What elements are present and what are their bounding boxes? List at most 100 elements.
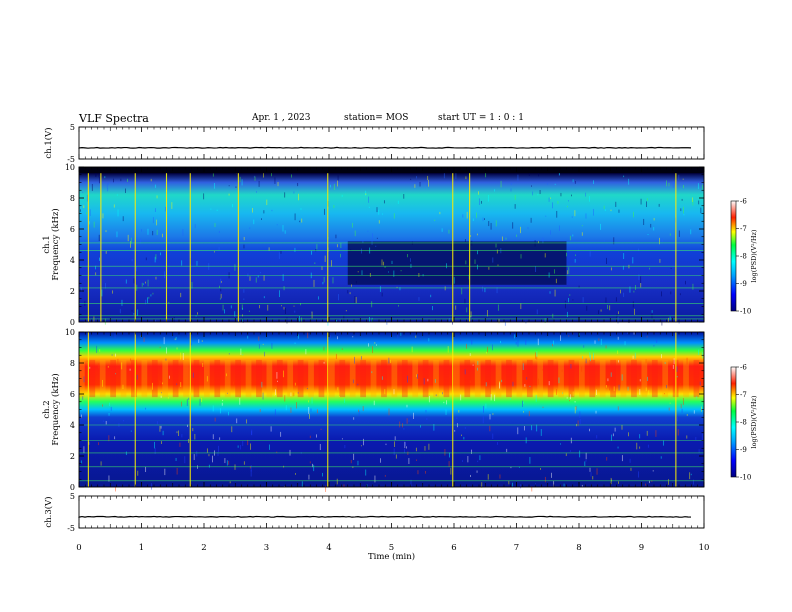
noise-streak: [179, 442, 181, 447]
noise-streak: [171, 202, 173, 209]
noise-streak: [676, 376, 678, 378]
noise-streak: [258, 344, 260, 349]
noise-streak: [544, 318, 546, 324]
noise-streak: [391, 260, 393, 265]
noise-streak: [544, 476, 546, 483]
emission-burst: [360, 359, 366, 398]
noise-streak: [398, 304, 399, 307]
noise-streak: [274, 177, 276, 184]
noise-streak: [114, 436, 116, 440]
noise-streak: [617, 336, 619, 340]
noise-streak: [384, 266, 386, 268]
noise-streak: [680, 403, 682, 409]
noise-streak: [577, 420, 579, 427]
noise-streak: [249, 466, 251, 469]
noise-streak: [404, 449, 406, 453]
noise-streak: [574, 406, 576, 414]
noise-streak: [212, 434, 214, 440]
noise-streak: [218, 230, 220, 233]
noise-streak: [98, 234, 100, 242]
noise-streak: [194, 224, 196, 229]
emission-burst: [287, 359, 294, 398]
noise-streak: [284, 192, 286, 198]
noise-streak: [322, 472, 323, 477]
noise-streak: [661, 319, 663, 326]
noise-streak: [441, 228, 443, 232]
noise-streak: [589, 467, 591, 472]
noise-streak: [617, 316, 619, 324]
noise-streak: [312, 463, 313, 468]
noise-streak: [405, 442, 406, 446]
noise-streak: [547, 183, 548, 185]
noise-streak: [555, 278, 557, 284]
noise-streak: [350, 459, 352, 464]
emission-burst: [214, 359, 221, 398]
noise-streak: [506, 448, 508, 453]
noise-streak: [362, 406, 364, 411]
noise-streak: [595, 389, 597, 396]
noise-streak: [639, 379, 641, 382]
noise-streak: [369, 272, 371, 277]
noise-streak: [263, 296, 265, 299]
noise-streak: [243, 236, 245, 241]
noise-streak: [523, 401, 524, 404]
noise-streak: [618, 481, 619, 484]
noise-streak: [290, 392, 292, 397]
y-axis-label-secondary: Frequency (kHz): [50, 208, 61, 280]
noise-streak: [393, 389, 395, 395]
noise-streak: [295, 473, 296, 475]
noise-streak: [251, 429, 253, 436]
noise-streak: [154, 208, 156, 212]
noise-streak: [237, 445, 239, 448]
colorbar-tick-label: -7: [740, 391, 747, 399]
noise-streak: [365, 193, 367, 195]
noise-streak: [556, 210, 558, 218]
noise-streak: [311, 397, 313, 404]
noise-streak: [102, 420, 104, 422]
noise-streak: [235, 186, 237, 188]
noise-streak: [109, 402, 110, 407]
colorbar-tick-label: -6: [740, 198, 747, 206]
noise-streak: [668, 317, 670, 323]
noise-streak: [566, 270, 568, 275]
noise-streak: [565, 302, 566, 309]
noise-streak: [119, 308, 121, 314]
noise-streak: [133, 278, 135, 284]
noise-streak: [280, 250, 282, 254]
noise-streak: [345, 310, 347, 312]
noise-streak: [495, 220, 497, 227]
noise-streak: [579, 450, 581, 458]
noise-streak: [629, 458, 631, 463]
emission-burst: [276, 359, 283, 398]
time-axis: 0 1 2 3 4 5 6 7 8 9 10 Time (min): [76, 543, 709, 562]
noise-streak: [347, 290, 349, 294]
noise-streak: [529, 385, 531, 387]
noise-streak: [242, 319, 243, 323]
noise-streak: [369, 316, 370, 322]
noise-streak: [574, 259, 576, 263]
noise-streak: [274, 392, 275, 396]
noise-streak: [419, 181, 421, 187]
noise-streak: [277, 181, 279, 187]
noise-streak: [618, 311, 620, 315]
noise-streak: [281, 305, 282, 307]
noise-streak: [462, 214, 464, 218]
emission-burst: [474, 359, 481, 398]
noise-streak: [341, 348, 343, 350]
noise-streak: [371, 240, 373, 245]
noise-streak: [130, 358, 131, 362]
noise-streak: [568, 335, 570, 337]
noise-streak: [426, 180, 428, 187]
noise-streak: [165, 358, 167, 361]
noise-streak: [497, 264, 499, 266]
noise-streak: [607, 378, 609, 382]
noise-streak: [522, 363, 524, 370]
noise-streak: [615, 201, 617, 207]
noise-streak: [375, 245, 377, 247]
noise-streak: [652, 470, 654, 472]
noise-streak: [107, 182, 109, 185]
y-tick-label: 5: [70, 492, 75, 501]
emission-burst: [683, 359, 689, 398]
noise-streak: [310, 408, 312, 412]
noise-streak: [470, 235, 472, 237]
